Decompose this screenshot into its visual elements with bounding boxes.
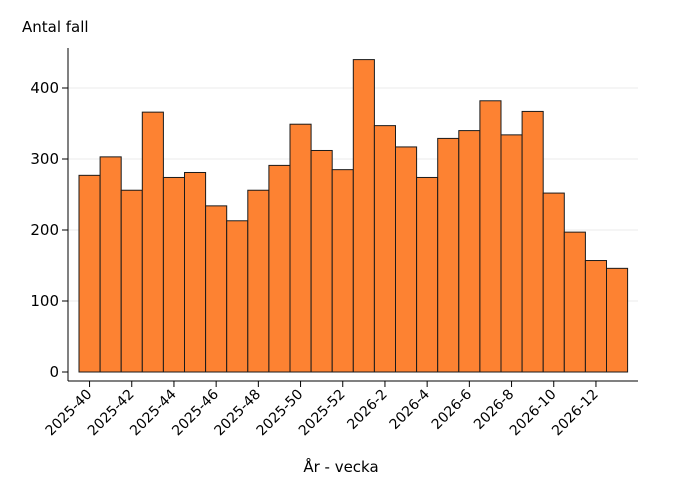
y-tick-label: 300 [30, 150, 59, 168]
y-axis-label: Antal fall [22, 18, 89, 36]
bar-2025-52 [331, 169, 354, 373]
x-tick-label: 2026-6 [429, 386, 475, 432]
x-axis-label: År - vecka [303, 458, 379, 476]
bar-2025-43 [141, 111, 164, 373]
y-tick-label: 100 [30, 292, 59, 310]
bar-2026-10 [542, 192, 565, 373]
bar-2025-49 [268, 164, 291, 373]
bar-2026-9 [521, 110, 544, 373]
x-tick-label: 2026-12 [549, 387, 602, 440]
bar-2026-13 [606, 267, 629, 373]
x-tick-label: 2026-2 [344, 387, 390, 433]
bar-2025-47 [226, 220, 249, 373]
bar-2025-44 [162, 176, 185, 373]
x-tick-label: 2025-52 [296, 387, 349, 440]
bar-2026-6 [458, 130, 481, 373]
bar-2025-48 [247, 189, 270, 373]
bar-2025-50 [289, 123, 312, 373]
bar-2026-7 [479, 100, 502, 373]
bar-2025-51 [310, 149, 333, 373]
bar-2026-3 [395, 146, 418, 373]
bar-2025-46 [205, 205, 228, 373]
bar-2025-42 [120, 189, 143, 373]
bar-2026-12 [584, 260, 608, 373]
x-tick-label: 2026-4 [387, 386, 433, 432]
y-tick-label: 200 [30, 221, 59, 239]
bar-2026-2 [373, 125, 396, 373]
y-tick-label: 0 [49, 363, 59, 381]
bar-2026-8 [500, 134, 523, 373]
bar-2026-5 [437, 137, 460, 373]
bar-2025-41 [99, 156, 122, 373]
y-tick-label: 400 [30, 79, 59, 97]
bar-2026-11 [563, 231, 586, 373]
bar-2025-40 [78, 174, 101, 373]
bar-2026-1 [352, 59, 375, 373]
bar-2026-4 [416, 176, 439, 373]
bar-2025-45 [184, 171, 207, 373]
